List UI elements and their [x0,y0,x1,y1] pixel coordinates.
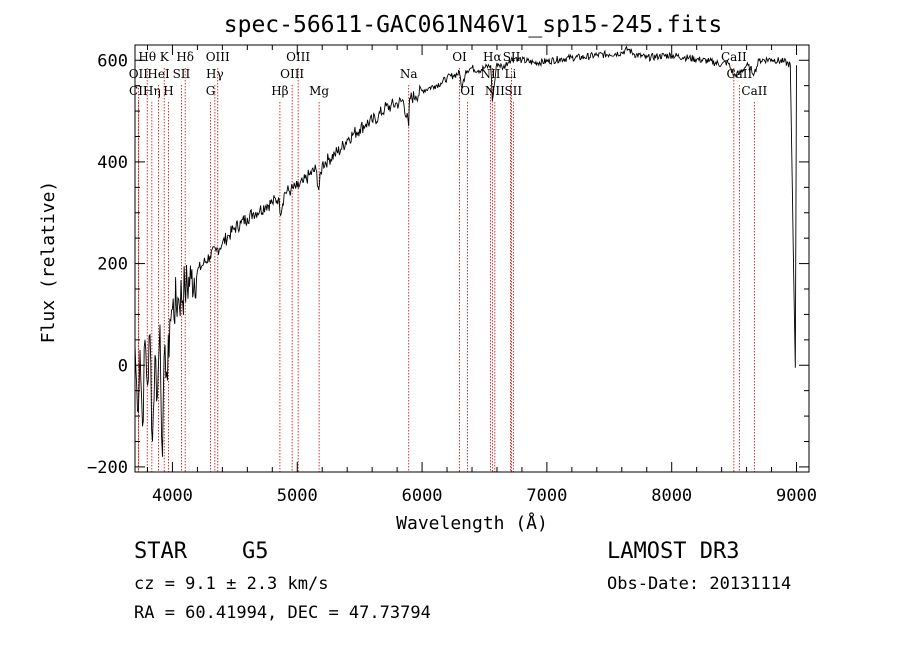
y-axis-label: Flux (relative) [38,181,59,344]
marker-label: SII [504,84,522,98]
x-axis-label: Wavelength (Å) [396,512,548,534]
marker-label: CaII [741,84,767,98]
marker-label: SII [173,67,191,81]
marker-label: Hα [483,50,502,64]
y-tick-label: 400 [97,153,128,173]
marker-label: Li [505,67,517,81]
marker-label: Hη [143,84,161,98]
chart-title: spec-56611-GAC061N46V1_sp15-245.fits [224,12,723,38]
marker-label: OI [460,84,475,98]
object-class: STAR [134,539,187,564]
obs-date: Obs-Date: 20131114 [607,574,792,594]
marker-label: Hβ [271,84,288,98]
spectrum-line [134,45,797,457]
marker-label: K [160,50,170,64]
x-tick-label: 6000 [402,486,443,506]
marker-label: OI [452,50,467,64]
x-tick-label: 7000 [526,486,567,506]
marker-label: OII [129,67,149,81]
marker-label: Hθ [138,50,156,64]
x-tick-label: 5000 [277,486,318,506]
axis-ticks: 4000 5000 6000 7000 8000 9000 −200 0 200 400 600 [87,45,817,506]
coordinates: RA = 60.41994, DEC = 47.73794 [134,603,431,623]
y-tick-label: 600 [97,51,128,71]
y-tick-label: −200 [87,458,128,478]
x-tick-label: 9000 [776,486,817,506]
marker-label: NII [485,84,505,98]
y-tick-label: 0 [118,356,128,376]
marker-label: CII [129,84,148,98]
marker-label: H [163,84,173,98]
marker-label: HeI [147,67,170,81]
plot-frame [134,44,810,473]
redshift-line: cz = 9.1 ± 2.3 km/s [134,574,329,594]
x-tick-label: 8000 [651,486,692,506]
marker-label: Hδ [176,50,194,64]
object-subclass: G5 [242,539,269,564]
y-tick-label: 200 [97,255,128,275]
survey-name: LAMOST DR3 [607,539,740,564]
x-tick-label: 4000 [152,486,193,506]
marker-label: OIII [286,50,310,64]
spectrum-series [134,45,797,457]
marker-label: Hγ [206,67,224,81]
marker-label: Mg [309,84,329,98]
marker-label: OIII [206,50,230,64]
marker-label: OIII [280,67,304,81]
marker-label: Na [400,67,418,81]
marker-label: G [206,84,216,98]
